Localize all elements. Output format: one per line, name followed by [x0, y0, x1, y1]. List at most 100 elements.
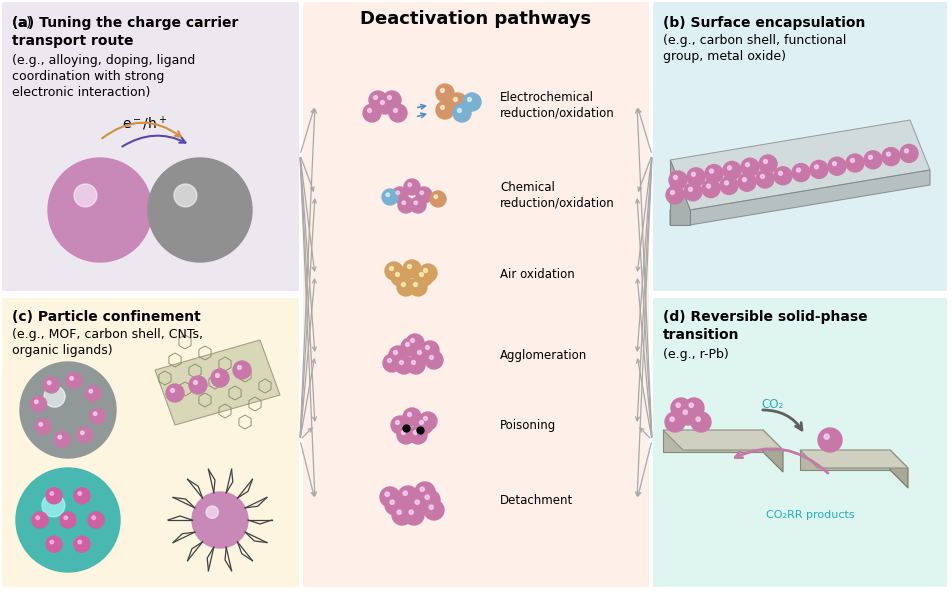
- Circle shape: [420, 490, 440, 510]
- Text: electronic interaction): electronic interaction): [12, 86, 150, 99]
- FancyArrowPatch shape: [123, 136, 186, 146]
- FancyArrowPatch shape: [300, 158, 316, 421]
- Text: Agglomeration: Agglomeration: [500, 349, 587, 362]
- Circle shape: [779, 171, 783, 175]
- Text: Air oxidation: Air oxidation: [500, 269, 575, 282]
- Circle shape: [391, 416, 409, 434]
- Circle shape: [215, 374, 220, 378]
- Circle shape: [58, 435, 62, 439]
- FancyArrowPatch shape: [418, 113, 426, 117]
- Circle shape: [689, 403, 693, 407]
- Circle shape: [691, 172, 696, 176]
- Circle shape: [383, 91, 401, 109]
- Text: transition: transition: [663, 328, 740, 342]
- Circle shape: [419, 412, 437, 430]
- Circle shape: [402, 430, 406, 435]
- Text: (e.g., alloying, doping, ligand: (e.g., alloying, doping, ligand: [12, 54, 195, 67]
- Circle shape: [50, 492, 53, 496]
- Text: (b) Surface encapsulation: (b) Surface encapsulation: [663, 16, 865, 30]
- Circle shape: [400, 361, 404, 365]
- Circle shape: [206, 506, 218, 519]
- Circle shape: [410, 495, 430, 515]
- Circle shape: [410, 339, 414, 342]
- Circle shape: [706, 184, 710, 188]
- FancyArrowPatch shape: [637, 443, 651, 496]
- Circle shape: [395, 420, 400, 424]
- Circle shape: [376, 96, 394, 114]
- Polygon shape: [155, 340, 280, 425]
- Circle shape: [170, 388, 174, 392]
- Circle shape: [401, 338, 419, 356]
- Circle shape: [76, 427, 92, 443]
- Circle shape: [381, 101, 385, 104]
- Circle shape: [738, 173, 756, 191]
- FancyArrowPatch shape: [102, 123, 181, 139]
- Circle shape: [66, 372, 82, 388]
- Circle shape: [691, 412, 711, 432]
- FancyArrowPatch shape: [301, 359, 315, 437]
- Circle shape: [50, 540, 53, 544]
- Circle shape: [211, 369, 229, 387]
- Circle shape: [436, 101, 454, 119]
- Circle shape: [864, 151, 882, 169]
- Circle shape: [409, 278, 427, 296]
- Text: coordination with strong: coordination with strong: [12, 70, 165, 83]
- Circle shape: [420, 272, 424, 276]
- Text: (e.g., r-Pb): (e.g., r-Pb): [663, 348, 728, 361]
- Circle shape: [396, 191, 400, 195]
- Circle shape: [761, 175, 764, 178]
- Circle shape: [424, 417, 427, 420]
- Text: (d) Reversible solid-phase: (d) Reversible solid-phase: [663, 310, 867, 324]
- Text: CO₂: CO₂: [761, 398, 783, 411]
- Circle shape: [759, 155, 777, 173]
- FancyArrowPatch shape: [636, 158, 652, 421]
- Circle shape: [74, 184, 97, 207]
- Circle shape: [385, 492, 389, 497]
- Circle shape: [44, 386, 65, 407]
- Circle shape: [74, 488, 90, 504]
- Circle shape: [724, 181, 728, 185]
- Text: (a): (a): [12, 16, 36, 30]
- FancyBboxPatch shape: [303, 2, 649, 587]
- FancyArrowPatch shape: [640, 428, 650, 438]
- Circle shape: [425, 351, 443, 369]
- Text: $\mathregular{e^-/h^+}$: $\mathregular{e^-/h^+}$: [122, 115, 168, 133]
- Text: (e.g., MOF, carbon shell, CNTs,: (e.g., MOF, carbon shell, CNTs,: [12, 328, 203, 341]
- Circle shape: [670, 191, 674, 194]
- FancyArrowPatch shape: [638, 157, 651, 191]
- Circle shape: [696, 417, 701, 422]
- Circle shape: [407, 356, 425, 374]
- Polygon shape: [800, 450, 890, 470]
- FancyArrowPatch shape: [636, 157, 652, 271]
- FancyArrowPatch shape: [635, 158, 652, 496]
- Circle shape: [409, 426, 427, 444]
- Circle shape: [74, 536, 90, 552]
- Polygon shape: [670, 160, 690, 225]
- Circle shape: [78, 540, 82, 544]
- Circle shape: [403, 491, 407, 496]
- Circle shape: [373, 95, 377, 99]
- Circle shape: [425, 495, 429, 500]
- Circle shape: [46, 536, 62, 552]
- Circle shape: [419, 264, 437, 282]
- Circle shape: [743, 178, 746, 182]
- Circle shape: [407, 265, 411, 268]
- Circle shape: [424, 269, 427, 272]
- Circle shape: [403, 408, 421, 426]
- Polygon shape: [890, 450, 908, 488]
- Circle shape: [687, 168, 705, 186]
- Circle shape: [741, 158, 759, 176]
- Circle shape: [815, 165, 819, 169]
- Circle shape: [666, 186, 684, 204]
- Circle shape: [669, 171, 687, 189]
- Circle shape: [683, 410, 687, 414]
- Circle shape: [42, 494, 65, 517]
- FancyArrowPatch shape: [763, 410, 802, 430]
- Circle shape: [385, 495, 405, 515]
- Circle shape: [453, 104, 471, 122]
- Circle shape: [727, 166, 731, 170]
- Circle shape: [386, 193, 389, 197]
- Circle shape: [406, 343, 409, 346]
- Circle shape: [684, 183, 702, 201]
- Circle shape: [382, 189, 398, 205]
